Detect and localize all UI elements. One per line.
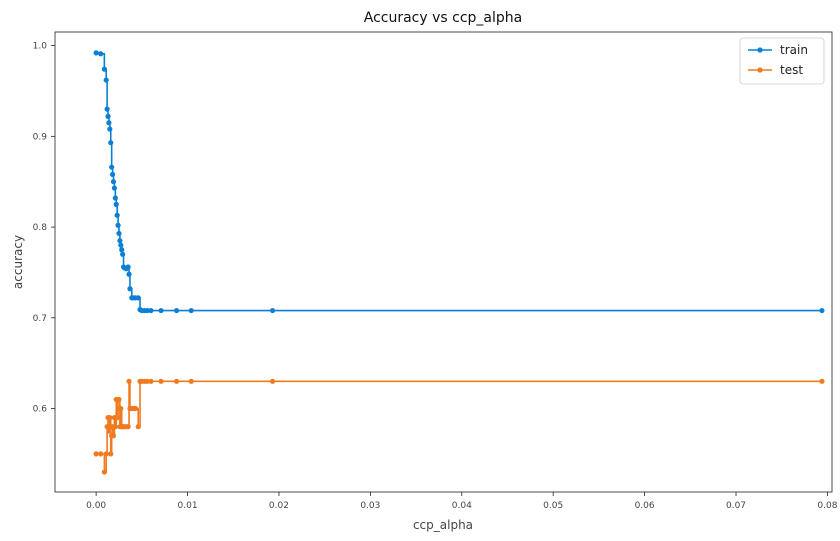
data-point-train xyxy=(126,271,132,277)
data-point-test xyxy=(269,378,276,384)
x-tick-label: 0.08 xyxy=(817,501,837,511)
data-point-train xyxy=(148,307,154,314)
data-point-test xyxy=(126,378,132,384)
x-tick-label: 0.02 xyxy=(269,501,289,511)
data-point-train xyxy=(120,251,126,257)
data-point-test xyxy=(173,378,180,384)
data-point-train xyxy=(125,264,131,270)
data-point-train xyxy=(101,66,107,72)
data-point-train xyxy=(105,113,111,119)
data-point-test xyxy=(112,424,118,430)
data-point-test xyxy=(107,415,113,421)
x-axis: 0.00 0.01 0.02 0.03 0.04 0.05 0.06 0.07 0.08 xyxy=(86,492,838,511)
plot-frame xyxy=(54,31,833,493)
data-point-test xyxy=(148,378,154,384)
data-point-train xyxy=(112,195,118,201)
data-point-test xyxy=(104,424,110,430)
data-point-train xyxy=(144,307,150,314)
y-tick-label: 0.6 xyxy=(33,405,48,415)
data-point-train xyxy=(111,185,118,191)
data-point-train xyxy=(158,307,164,314)
data-point-test xyxy=(114,415,120,421)
data-point-train xyxy=(116,230,122,237)
series-points xyxy=(93,50,825,475)
data-point-test xyxy=(118,405,124,412)
data-point-test xyxy=(135,424,141,430)
data-point-test xyxy=(144,378,150,384)
legend-marker-train xyxy=(757,47,763,53)
series-lines xyxy=(96,52,822,473)
x-tick-label: 0.07 xyxy=(726,501,746,511)
data-point-train xyxy=(93,50,99,56)
data-point-train xyxy=(114,212,120,218)
data-point-train xyxy=(109,164,115,170)
y-tick-label: 0.7 xyxy=(33,314,47,324)
chart-title: Accuracy vs ccp_alpha xyxy=(364,10,522,26)
data-point-test xyxy=(110,433,117,439)
data-point-train xyxy=(113,201,119,207)
series-line-train xyxy=(96,52,822,312)
data-point-test xyxy=(101,469,107,475)
data-point-train xyxy=(173,307,180,314)
x-axis-label: ccp_alpha xyxy=(413,518,473,532)
x-tick-label: 0.00 xyxy=(86,501,106,511)
data-point-test xyxy=(125,424,131,430)
data-point-train xyxy=(117,238,123,244)
x-tick-label: 0.03 xyxy=(360,501,380,511)
x-tick-label: 0.04 xyxy=(452,501,472,511)
legend-label-train: train xyxy=(780,43,808,57)
x-tick-label: 0.06 xyxy=(635,501,655,511)
data-point-train xyxy=(109,171,116,178)
y-tick-label: 0.8 xyxy=(33,223,48,233)
data-point-test xyxy=(98,451,104,457)
data-point-train xyxy=(108,140,114,146)
series-line-test xyxy=(96,380,822,473)
data-point-train xyxy=(104,106,110,112)
legend: train test xyxy=(739,37,825,85)
x-tick-label: 0.01 xyxy=(178,501,198,511)
data-point-test xyxy=(158,378,164,384)
data-point-train xyxy=(103,77,109,83)
legend-marker-test xyxy=(757,67,763,73)
plot-border xyxy=(54,31,833,493)
data-point-train xyxy=(135,295,141,301)
data-point-test xyxy=(106,428,112,434)
data-point-train xyxy=(115,222,121,228)
data-point-test xyxy=(132,405,139,412)
legend-label-test: test xyxy=(780,63,803,77)
data-point-test xyxy=(188,378,194,384)
data-point-train xyxy=(98,51,104,57)
data-point-test xyxy=(93,451,99,457)
y-tick-label: 0.9 xyxy=(33,132,48,142)
y-tick-label: 1.0 xyxy=(33,42,48,52)
data-point-test xyxy=(116,396,122,403)
data-point-train xyxy=(269,307,276,314)
data-point-train xyxy=(106,120,112,126)
data-point-train xyxy=(119,247,125,253)
data-point-test xyxy=(108,451,114,457)
data-point-train xyxy=(107,126,113,132)
data-point-train xyxy=(819,307,825,314)
y-axis: 0.6 0.7 0.8 0.9 1.0 xyxy=(33,42,55,415)
data-point-train xyxy=(118,242,124,248)
y-axis-label: accuracy xyxy=(11,235,25,289)
data-point-train xyxy=(110,179,117,185)
data-point-test xyxy=(103,451,109,457)
data-point-train xyxy=(127,286,133,292)
x-tick-label: 0.05 xyxy=(543,501,563,511)
data-point-test xyxy=(819,378,825,384)
data-point-train xyxy=(188,307,194,314)
